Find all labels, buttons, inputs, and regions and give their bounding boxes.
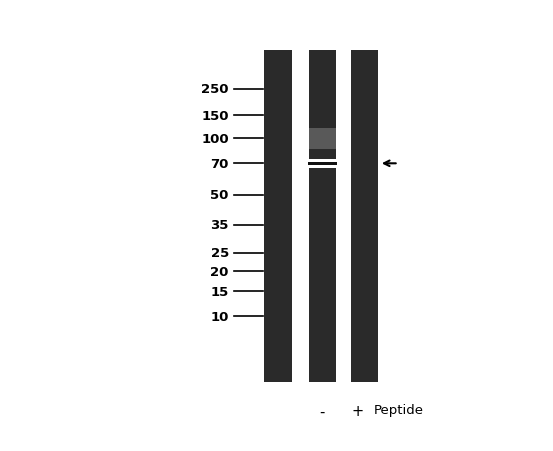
Bar: [309, 129, 336, 150]
Bar: [351, 51, 378, 382]
Text: 35: 35: [211, 219, 229, 232]
Text: 20: 20: [211, 265, 229, 278]
Text: 100: 100: [201, 133, 229, 146]
Text: 50: 50: [211, 189, 229, 202]
Text: Peptide: Peptide: [374, 404, 424, 417]
Text: -: -: [320, 404, 325, 419]
Text: 15: 15: [211, 285, 229, 298]
Bar: [307, 159, 337, 169]
Bar: [264, 51, 291, 382]
Text: 25: 25: [211, 247, 229, 260]
Bar: [308, 162, 337, 166]
Bar: [309, 51, 336, 382]
Text: 250: 250: [201, 83, 229, 96]
Text: 150: 150: [201, 110, 229, 122]
Text: +: +: [351, 404, 363, 419]
Text: 10: 10: [211, 310, 229, 323]
Text: 70: 70: [211, 157, 229, 170]
